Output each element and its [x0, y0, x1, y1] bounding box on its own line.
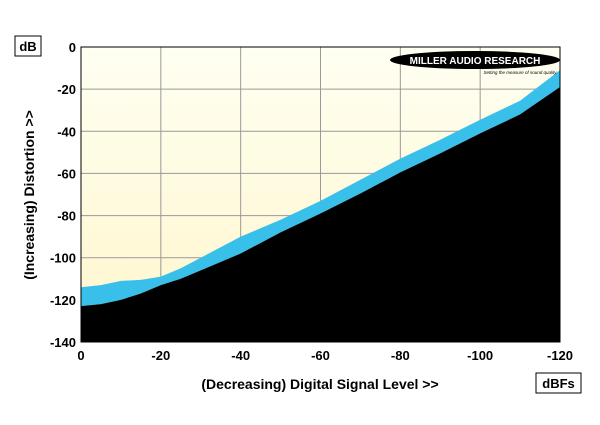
logo: MILLER AUDIO RESEARCH Setting the measur… [390, 51, 560, 75]
y-tick-label: -20 [57, 82, 76, 97]
y-axis-title: (Increasing) Distortion >> [21, 110, 37, 280]
y-tick-labels: 0 -20 -40 -60 -80 -100 -120 -140 [50, 40, 76, 350]
y-tick-label: -100 [50, 251, 76, 266]
y-tick-label: 0 [69, 40, 76, 55]
logo-tagline: Setting the measure of sound quality [483, 70, 557, 75]
y-tick-label: -80 [57, 209, 76, 224]
y-tick-label: -60 [57, 166, 76, 181]
x-tick-label: -60 [311, 348, 330, 363]
x-tick-label: 0 [77, 348, 84, 363]
x-tick-label: -40 [231, 348, 250, 363]
x-tick-labels: 0 -20 -40 -60 -80 -100 -120 [77, 348, 573, 363]
y-tick-label: -120 [50, 293, 76, 308]
x-tick-label: -80 [391, 348, 410, 363]
x-axis-title: (Decreasing) Digital Signal Level >> [201, 376, 438, 392]
y-unit-box: dB [14, 35, 42, 57]
x-tick-label: -20 [151, 348, 170, 363]
x-unit-box: dBFs [535, 372, 582, 394]
plot-border [80, 46, 561, 343]
noise-floor-area [81, 87, 560, 343]
y-unit-label: dB [19, 39, 36, 54]
x-tick-label: -100 [467, 348, 493, 363]
x-tick-label: -120 [547, 348, 573, 363]
x-unit-label: dBFs [542, 376, 575, 391]
distortion-band [81, 70, 560, 307]
y-tick-label: -140 [50, 335, 76, 350]
y-tick-label: -40 [57, 124, 76, 139]
logo-name: MILLER AUDIO RESEARCH [410, 56, 541, 67]
